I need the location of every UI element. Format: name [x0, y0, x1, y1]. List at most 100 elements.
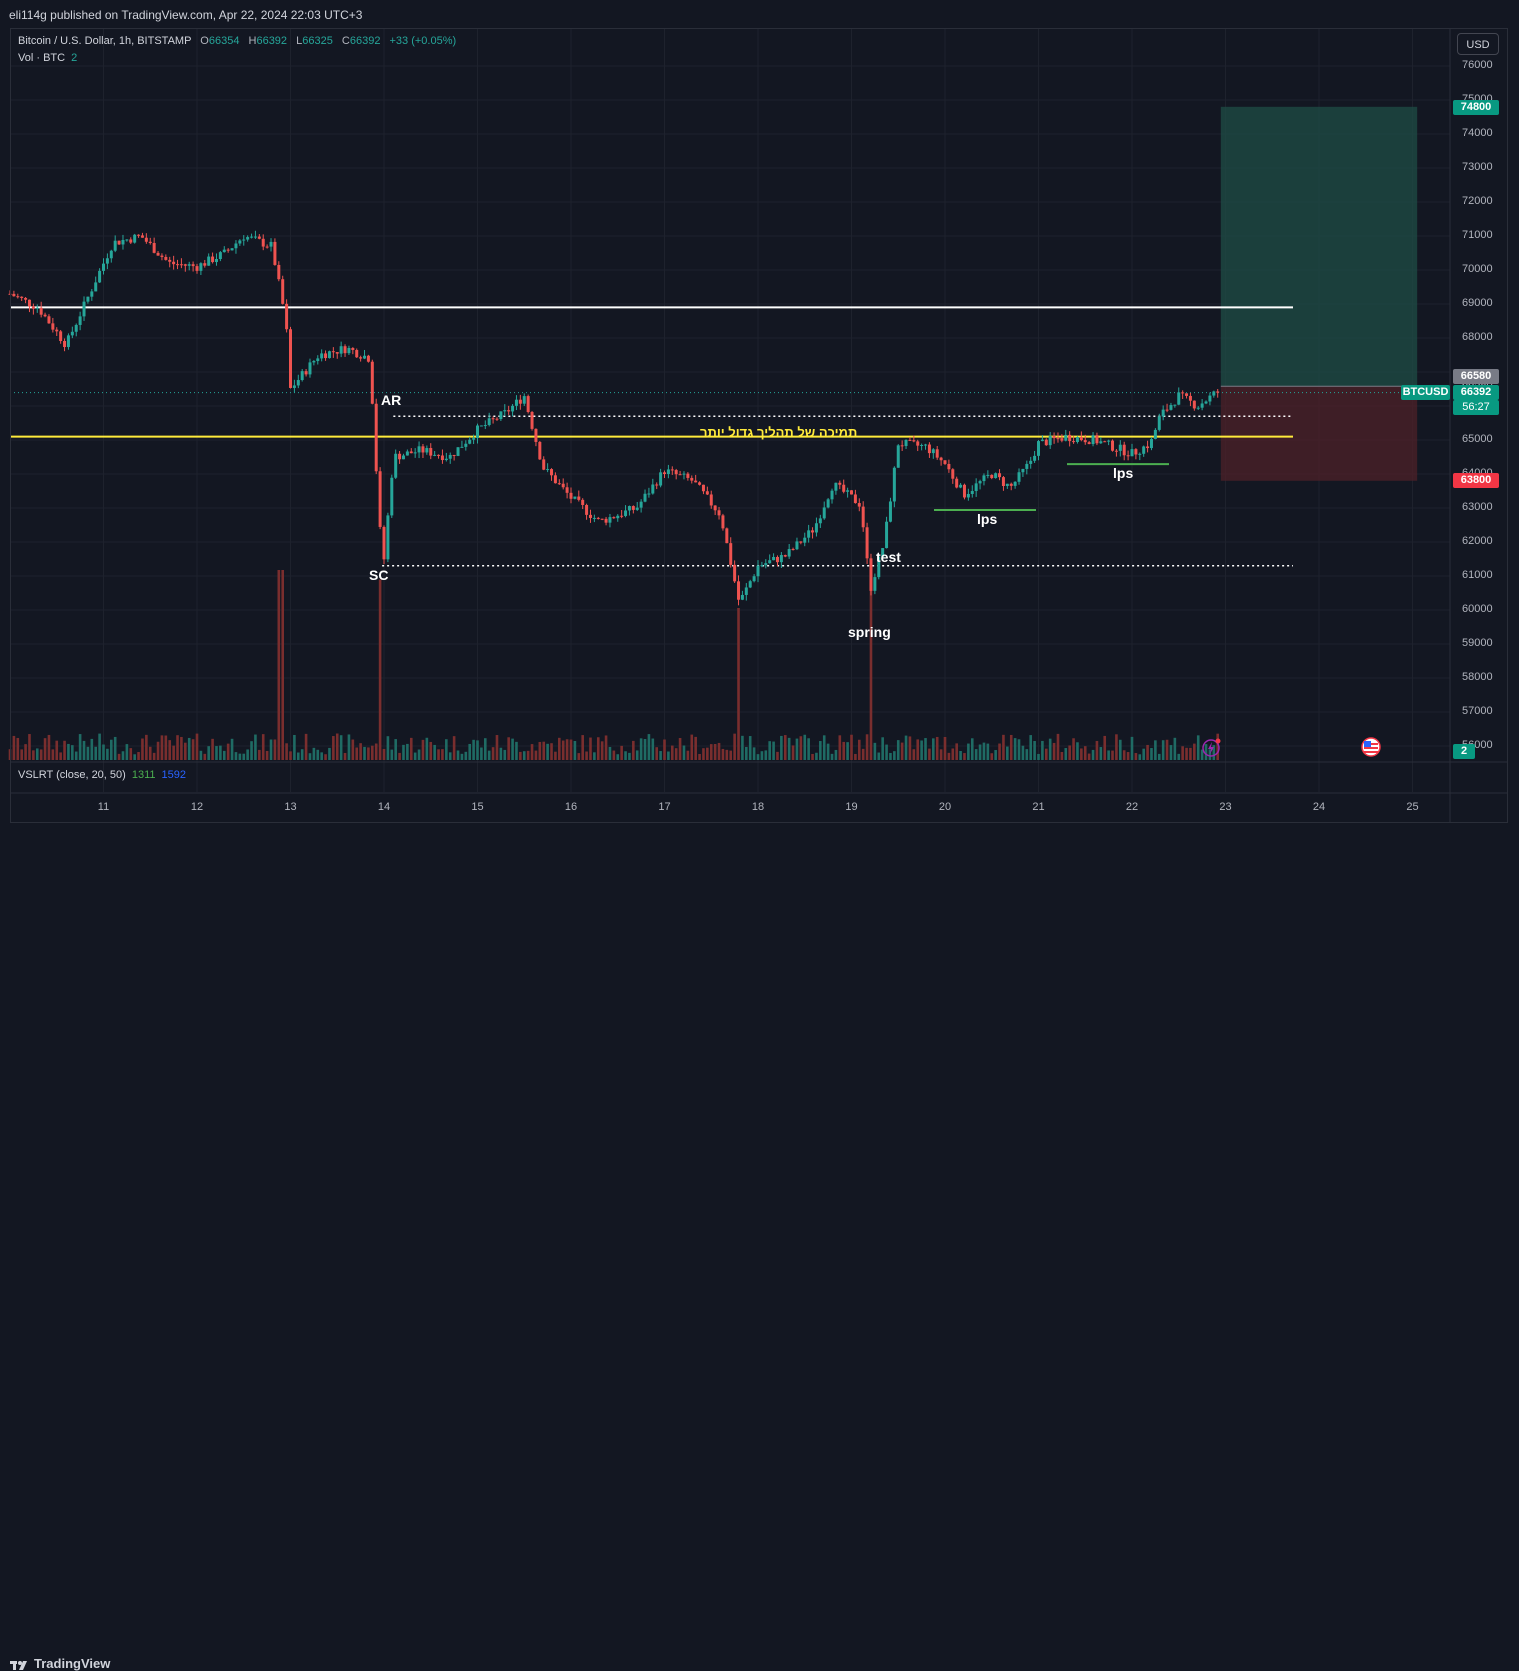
volume-bar — [1126, 752, 1130, 760]
tradingview-logo[interactable]: TradingView — [10, 1656, 110, 1671]
volume-bar — [199, 750, 203, 760]
candle-body — [546, 469, 550, 471]
volume-bar — [745, 746, 748, 760]
volume-bar — [554, 751, 557, 760]
time-tick-label: 18 — [751, 801, 765, 813]
volume-bar — [367, 747, 370, 760]
us-flag-icon[interactable] — [1360, 737, 1382, 757]
candle-body — [846, 490, 850, 492]
candle-body — [98, 270, 102, 283]
candle-body — [873, 577, 877, 591]
candle-body — [826, 499, 830, 508]
volume-bar — [1169, 745, 1173, 760]
candle-body — [686, 473, 690, 478]
volume-bar — [148, 746, 152, 760]
volume-bar — [538, 741, 542, 760]
close-value: 66392 — [349, 35, 381, 47]
candle-body — [655, 484, 659, 486]
volume-bar — [374, 743, 378, 760]
volume-bar — [1157, 753, 1161, 760]
volume-bar — [398, 752, 401, 760]
volume-bar — [117, 753, 121, 760]
candle-body — [682, 473, 686, 475]
volume-label: Vol · BTC — [18, 52, 66, 64]
candle-body — [620, 515, 624, 517]
candle-body — [698, 482, 702, 485]
volume-bar — [1091, 749, 1095, 760]
candle-body — [1005, 483, 1009, 487]
candle-body — [300, 371, 304, 381]
candle-body — [448, 454, 452, 459]
volume-bar — [1099, 747, 1103, 760]
volume-bar — [386, 736, 390, 760]
candle-body — [643, 493, 647, 502]
candle-body — [1017, 472, 1021, 482]
volume-bar — [1095, 740, 1099, 760]
volume-bar — [445, 739, 448, 760]
candle-body — [366, 355, 370, 362]
volume-bar — [86, 746, 90, 760]
candle-body — [257, 236, 261, 239]
price-chart[interactable] — [0, 0, 1519, 857]
symbol-tag: BTCUSD — [1401, 385, 1450, 400]
symbol-name[interactable]: Bitcoin / U.S. Dollar, 1h, BITSTAMP — [18, 35, 192, 47]
candle-body — [479, 425, 483, 427]
time-tick-label: 23 — [1219, 801, 1232, 813]
volume-bar — [803, 734, 807, 760]
volume-bar — [106, 748, 109, 760]
volume-bar — [655, 747, 659, 760]
volume-bar — [1087, 753, 1091, 760]
volume-bar — [487, 750, 491, 760]
volume-bar — [51, 749, 55, 760]
volume-bar — [959, 750, 962, 760]
volume-bar — [970, 738, 974, 760]
volume-bar — [725, 749, 729, 760]
lightning-icon[interactable] — [1201, 738, 1221, 758]
volume-bar — [912, 749, 916, 760]
volume-bar — [783, 735, 787, 760]
volume-bar — [378, 579, 382, 760]
candle-body — [666, 469, 670, 475]
candle-body — [659, 472, 663, 486]
countdown-tag: 56:27 — [1453, 400, 1499, 415]
candle-body — [678, 474, 682, 476]
currency-button[interactable]: USD — [1457, 33, 1499, 55]
candle-body — [125, 239, 129, 241]
candle-body — [440, 455, 444, 461]
volume-bar — [561, 740, 565, 760]
volume-bar — [129, 748, 133, 760]
volume-bar — [799, 736, 803, 760]
volume-bar — [838, 735, 842, 760]
volume-bar — [180, 736, 183, 760]
volume-bar — [737, 608, 740, 760]
candle-body — [916, 441, 920, 446]
candle-body — [1075, 437, 1079, 442]
candle-body — [639, 501, 643, 508]
volume-bar — [900, 742, 904, 760]
volume-bar — [503, 749, 507, 760]
volume-bar — [760, 751, 764, 760]
volume-bar — [394, 739, 397, 760]
candle-body — [573, 496, 577, 499]
annotation-sc: SC — [369, 567, 389, 583]
volume-bar — [776, 751, 779, 760]
volume-bar — [846, 742, 849, 760]
candle-body — [222, 249, 226, 253]
candle-body — [768, 560, 772, 564]
volume-bar — [963, 753, 966, 760]
indicator-legend[interactable]: VSLRT (close, 20, 50) 1311 1592 — [18, 769, 186, 781]
volume-bar — [920, 740, 923, 760]
candle-body — [737, 581, 741, 600]
volume-bar — [748, 736, 752, 760]
volume-bar — [1041, 740, 1044, 760]
candle-body — [320, 353, 324, 359]
volume-legend[interactable]: Vol · BTC 2 — [18, 52, 77, 64]
candle-body — [694, 480, 698, 483]
candle-body — [74, 324, 78, 332]
volume-bar — [203, 753, 207, 760]
volume-bar — [850, 734, 853, 760]
volume-bar — [433, 744, 436, 760]
candle-body — [982, 475, 986, 482]
candle-body — [327, 351, 331, 359]
volume-bar — [113, 736, 117, 760]
